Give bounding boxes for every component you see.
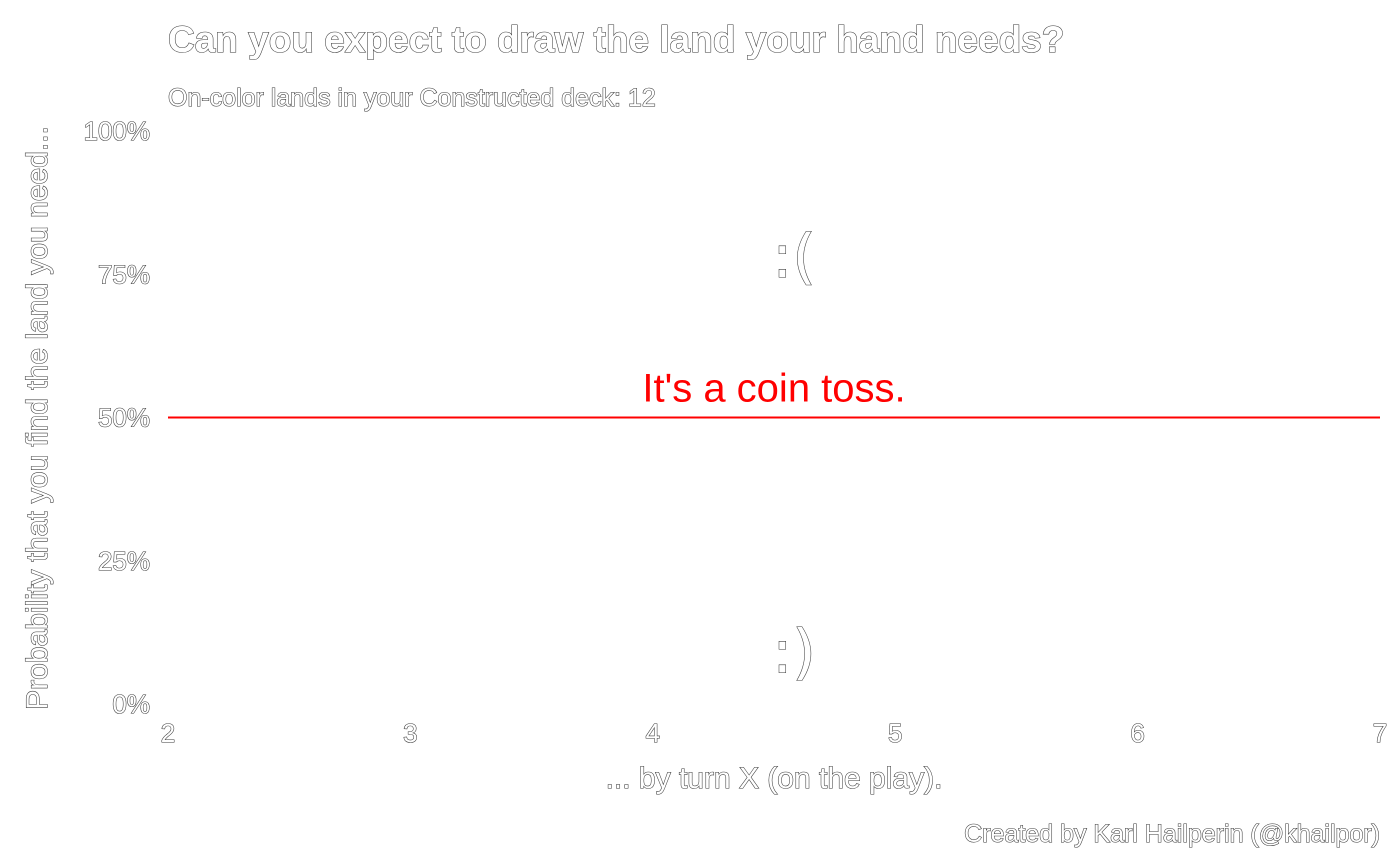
chart-title: Can you expect to draw the land your han… [168,19,1064,60]
x-tick-label: 6 [1130,718,1144,748]
chart-caption: Created by Karl Hailperin (@khailpor) [964,820,1380,848]
x-tick-label: 3 [403,718,417,748]
x-tick-label: 4 [646,718,660,748]
y-tick-label: 100% [84,116,151,146]
happy-face-annotation: :) [772,617,816,687]
coin-toss-label: It's a coin toss. [642,367,905,411]
annotations: :(:) [772,222,817,688]
sad-face-annotation: :( [772,222,816,292]
x-axis-title: ... by turn X (on the play). [606,762,943,795]
x-tick-label: 7 [1373,718,1387,748]
y-axis-ticks: 0% 25% 50% 75% 100% [83,115,151,719]
x-axis-ticks: 2 3 4 5 6 7 [160,717,1388,748]
y-tick-label: 0% [112,689,150,719]
x-tick-label: 5 [888,718,902,748]
y-tick-label: 25% [98,546,150,576]
reference-lines: It's a coin toss. [168,367,1380,419]
chart-subtitle: On-color lands in your Constructed deck:… [168,84,656,112]
y-tick-label: 75% [98,259,150,289]
y-axis-title: Probability that you find the land you n… [21,126,54,710]
x-tick-label: 2 [161,718,175,748]
y-tick-label: 50% [98,403,150,433]
